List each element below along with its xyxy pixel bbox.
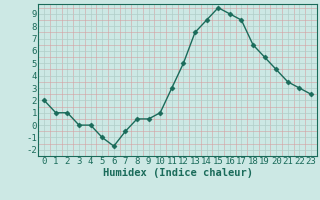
X-axis label: Humidex (Indice chaleur): Humidex (Indice chaleur)	[103, 168, 252, 178]
